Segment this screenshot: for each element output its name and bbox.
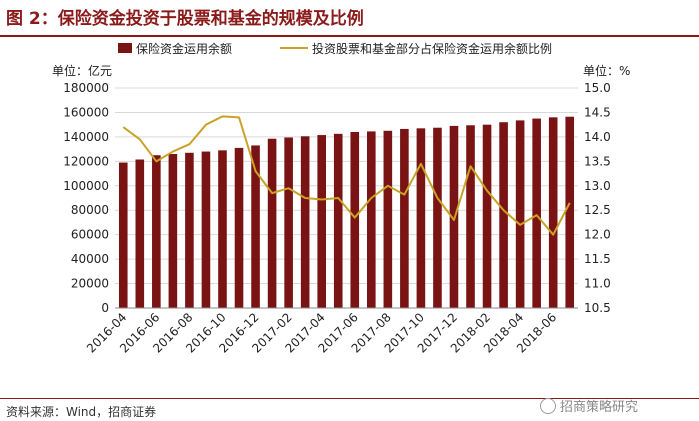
right-tick-label: 12.5: [584, 203, 611, 217]
left-tick-label: 100000: [63, 179, 109, 193]
footer-rule: [0, 398, 699, 399]
bar: [383, 130, 393, 308]
bar: [565, 116, 575, 308]
left-tick-label: 20000: [71, 277, 109, 291]
legend-line-label: 投资股票和基金部分占保险资金运用余额比例: [312, 41, 552, 56]
bar: [482, 124, 492, 308]
bar: [267, 138, 277, 308]
bar: [416, 128, 426, 308]
left-tick-label: 160000: [63, 105, 109, 119]
left-tick-label: 180000: [63, 81, 109, 95]
legend-bar-swatch: [118, 43, 132, 53]
chart-legend: 保险资金运用余额 投资股票和基金部分占保险资金运用余额比例: [118, 41, 552, 56]
bar: [135, 159, 145, 308]
title-rule: [0, 35, 699, 37]
left-tick-label: 80000: [71, 203, 109, 217]
bar: [251, 145, 260, 308]
bar: [185, 152, 194, 308]
figure-title: 图 2：保险资金投资于股票和基金的规模及比例: [6, 9, 364, 29]
left-tick-label: 0: [101, 301, 109, 315]
watermark: 招商策略研究: [540, 396, 638, 415]
left-tick-label: 40000: [71, 252, 109, 266]
right-tick-label: 14.0: [584, 130, 611, 144]
right-tick-label: 13.5: [584, 154, 611, 168]
left-tick-label: 140000: [63, 130, 109, 144]
bar: [118, 162, 128, 308]
chart-canvas: 保险资金运用余额 投资股票和基金部分占保险资金运用余额比例 0 20000 4000…: [63, 41, 611, 356]
right-tick-label: 13.0: [584, 179, 611, 193]
bar: [367, 131, 376, 308]
bar: [201, 151, 211, 308]
bar: [284, 137, 293, 308]
bar: [317, 135, 326, 308]
bar: [532, 118, 541, 308]
left-axis-unit: 单位：亿元: [52, 64, 113, 78]
right-tick-label: 11.5: [584, 252, 611, 266]
x-axis: 2016-042016-062016-082016-102016-122017-…: [84, 307, 578, 356]
bar: [466, 125, 475, 308]
line-series: [122, 115, 571, 236]
legend-bar-label: 保险资金运用余额: [136, 41, 232, 56]
right-tick-label: 11.0: [584, 277, 611, 291]
right-tick-label: 15.0: [584, 81, 611, 95]
watermark-text: 招商策略研究: [560, 400, 639, 415]
left-y-axis: 0 20000 40000 60000 80000 100000 120000 140000 1…: [63, 81, 109, 315]
bar: [499, 122, 508, 308]
bar: [333, 133, 343, 308]
right-tick-label: 10.5: [584, 301, 611, 315]
bar: [234, 147, 244, 308]
bar: [548, 117, 558, 308]
bar: [433, 127, 442, 308]
bar: [400, 128, 409, 308]
left-tick-label: 120000: [63, 154, 109, 168]
bar: [152, 155, 161, 308]
bar: [168, 154, 178, 308]
grid-lines: [115, 87, 578, 309]
bar: [300, 136, 310, 308]
source-note: 资料来源：Wind，招商证券: [6, 405, 157, 419]
bar: [218, 150, 227, 308]
bar: [350, 132, 360, 308]
right-axis-unit: 单位：%: [583, 64, 631, 78]
bar: [515, 120, 525, 308]
wechat-icon: [540, 397, 556, 414]
right-tick-label: 14.5: [584, 105, 611, 119]
series-line: [122, 115, 571, 236]
right-y-axis: 10.5 11.0 11.5 12.0 12.5 13.0 13.5 14.0 14.5 15.0: [584, 81, 611, 315]
left-tick-label: 60000: [71, 228, 109, 242]
right-tick-label: 12.0: [584, 228, 611, 242]
